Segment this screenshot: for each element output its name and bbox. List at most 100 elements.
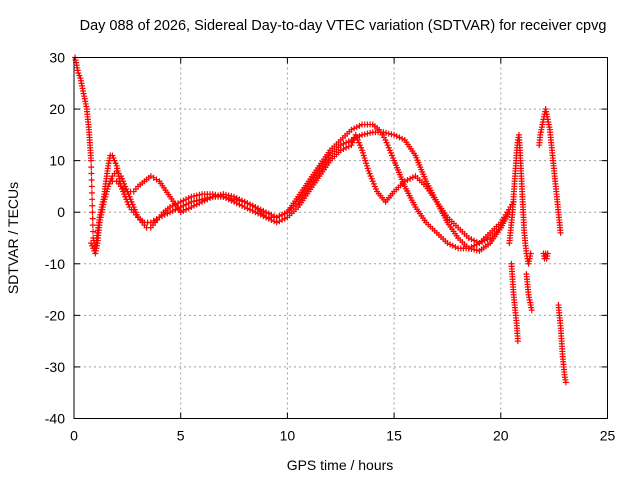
data-point	[343, 144, 350, 151]
data-point	[481, 237, 488, 244]
data-point	[220, 191, 227, 198]
data-point	[468, 236, 475, 243]
data-point	[356, 122, 363, 129]
data-point	[447, 241, 454, 248]
data-point	[183, 196, 190, 203]
data-point	[380, 129, 387, 136]
data-point	[169, 207, 176, 214]
chart-title: Day 088 of 2026, Sidereal Day-to-day VTE…	[80, 18, 607, 34]
data-point	[281, 210, 288, 217]
y-tick-label: 0	[57, 204, 65, 220]
data-point	[396, 134, 403, 141]
data-point	[88, 164, 95, 171]
data-point	[345, 138, 352, 145]
data-point	[89, 222, 96, 229]
data-point	[89, 215, 96, 222]
data-point	[479, 238, 486, 245]
data-point	[183, 201, 190, 208]
data-point	[188, 198, 195, 205]
y-tick-label: 30	[49, 50, 65, 66]
data-point	[247, 206, 254, 213]
data-point	[193, 192, 200, 199]
data-point	[191, 193, 198, 200]
x-tick-label: 10	[280, 428, 296, 444]
data-point	[204, 196, 211, 203]
data-point	[361, 131, 368, 138]
data-points	[72, 54, 569, 386]
data-point	[88, 183, 95, 190]
data-point	[364, 130, 371, 137]
data-point	[367, 129, 374, 136]
data-point	[207, 195, 214, 202]
data-point	[401, 178, 408, 185]
data-point	[271, 213, 278, 220]
data-point	[468, 245, 475, 252]
data-point	[172, 201, 179, 208]
data-point	[465, 245, 472, 252]
data-point	[273, 219, 280, 226]
data-point	[180, 202, 187, 209]
data-point	[89, 202, 96, 209]
data-point	[409, 174, 416, 181]
data-point	[271, 218, 278, 225]
data-point	[231, 193, 238, 200]
data-point	[268, 211, 275, 218]
x-tick-label: 0	[70, 428, 78, 444]
data-point	[156, 214, 163, 221]
data-point	[159, 213, 166, 220]
data-point	[276, 218, 283, 225]
data-point	[343, 139, 350, 146]
data-point	[340, 140, 347, 147]
data-point	[452, 244, 459, 251]
x-tick-label: 5	[177, 428, 185, 444]
data-point	[188, 204, 195, 211]
data-point	[196, 200, 203, 207]
data-point	[164, 210, 171, 217]
data-point	[212, 193, 219, 200]
data-point	[444, 240, 451, 247]
y-tick-label: -40	[45, 411, 65, 427]
data-point	[239, 197, 246, 204]
data-point	[167, 209, 174, 216]
data-point	[348, 126, 355, 133]
data-point	[265, 210, 272, 217]
data-point	[388, 131, 395, 138]
data-point	[562, 379, 569, 386]
data-point	[391, 131, 398, 138]
y-tick-label: 20	[49, 101, 65, 117]
data-point	[345, 143, 352, 150]
data-point	[273, 214, 280, 221]
data-point	[193, 201, 200, 208]
data-point	[215, 192, 222, 199]
data-point	[185, 195, 192, 202]
data-point	[196, 191, 203, 198]
data-point	[249, 207, 256, 214]
y-tick-label: -10	[45, 256, 65, 272]
data-point	[244, 205, 251, 212]
axis-ticks: 0 5 10 15 20 25 -40 -30 -20 -10 0 10 20 30	[45, 50, 616, 444]
data-point	[161, 211, 168, 218]
data-point	[449, 242, 456, 249]
data-point	[356, 133, 363, 140]
data-point	[167, 204, 174, 211]
x-axis-label: GPS time / hours	[287, 457, 394, 473]
data-point	[183, 206, 190, 213]
data-point	[265, 215, 272, 222]
data-point	[228, 193, 235, 200]
data-point	[89, 209, 96, 216]
y-tick-label: 10	[49, 153, 65, 169]
x-tick-label: 20	[493, 428, 509, 444]
plot-frame	[73, 57, 608, 419]
data-point	[279, 211, 286, 218]
data-point	[276, 213, 283, 220]
data-point	[88, 170, 95, 177]
data-point	[407, 175, 414, 182]
x-tick-label: 25	[600, 428, 616, 444]
data-point	[404, 176, 411, 183]
data-point	[557, 229, 564, 236]
data-point	[88, 176, 95, 183]
data-point	[199, 198, 206, 205]
data-point	[268, 216, 275, 223]
